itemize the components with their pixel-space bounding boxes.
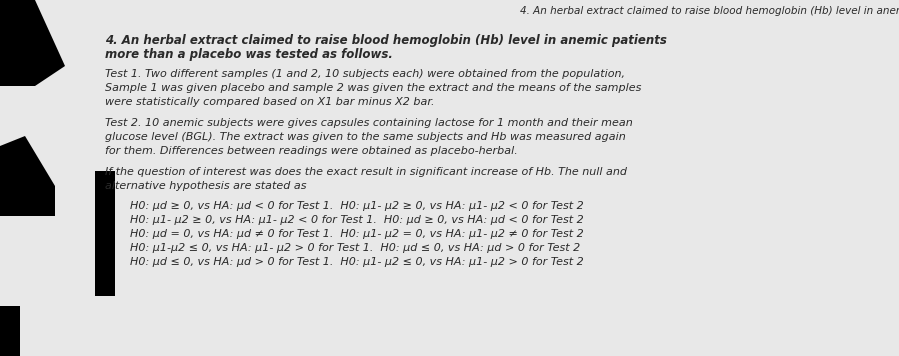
Text: were statistically compared based on X1 bar minus X2 bar.: were statistically compared based on X1 … xyxy=(105,97,434,107)
Text: Test 2. 10 anemic subjects were gives capsules containing lactose for 1 month an: Test 2. 10 anemic subjects were gives ca… xyxy=(105,118,633,128)
Text: glucose level (BGL). The extract was given to the same subjects and Hb was measu: glucose level (BGL). The extract was giv… xyxy=(105,132,626,142)
Text: for them. Differences between readings were obtained as placebo-herbal.: for them. Differences between readings w… xyxy=(105,146,518,156)
Text: Sample 1 was given placebo and sample 2 was given the extract and the means of t: Sample 1 was given placebo and sample 2 … xyxy=(105,83,641,93)
Polygon shape xyxy=(0,136,55,216)
Text: Test 1. Two different samples (1 and 2, 10 subjects each) were obtained from the: Test 1. Two different samples (1 and 2, … xyxy=(105,69,625,79)
Text: 4. An herbal extract claimed to raise blood hemoglobin (Hb) level in anemic pati: 4. An herbal extract claimed to raise bl… xyxy=(105,34,667,47)
Text: more than a placebo was tested as follows.: more than a placebo was tested as follow… xyxy=(105,48,393,61)
Text: If the question of interest was does the exact result in significant increase of: If the question of interest was does the… xyxy=(105,167,627,177)
Text: H0: μ1-μ2 ≤ 0, vs HA: μ1- μ2 > 0 for Test 1.  H0: μd ≤ 0, vs HA: μd > 0 for Test: H0: μ1-μ2 ≤ 0, vs HA: μ1- μ2 > 0 for Tes… xyxy=(130,242,580,253)
Text: 4. An herbal extract claimed to raise blood hemoglobin (Hb) level in anemic pati: 4. An herbal extract claimed to raise bl… xyxy=(520,6,899,16)
Polygon shape xyxy=(0,0,65,86)
Polygon shape xyxy=(0,306,20,356)
Polygon shape xyxy=(95,171,115,296)
Text: H0: μ1- μ2 ≥ 0, vs HA: μ1- μ2 < 0 for Test 1.  H0: μd ≥ 0, vs HA: μd < 0 for Tes: H0: μ1- μ2 ≥ 0, vs HA: μ1- μ2 < 0 for Te… xyxy=(130,215,583,225)
Text: H0: μd = 0, vs HA: μd ≠ 0 for Test 1.  H0: μ1- μ2 = 0, vs HA: μ1- μ2 ≠ 0 for Tes: H0: μd = 0, vs HA: μd ≠ 0 for Test 1. H0… xyxy=(130,229,583,239)
Text: alternative hypothesis are stated as: alternative hypothesis are stated as xyxy=(105,181,307,191)
Text: H0: μd ≥ 0, vs HA: μd < 0 for Test 1.  H0: μ1- μ2 ≥ 0, vs HA: μ1- μ2 < 0 for Tes: H0: μd ≥ 0, vs HA: μd < 0 for Test 1. H0… xyxy=(130,200,583,211)
Text: H0: μd ≤ 0, vs HA: μd > 0 for Test 1.  H0: μ1- μ2 ≤ 0, vs HA: μ1- μ2 > 0 for Tes: H0: μd ≤ 0, vs HA: μd > 0 for Test 1. H0… xyxy=(130,257,583,267)
